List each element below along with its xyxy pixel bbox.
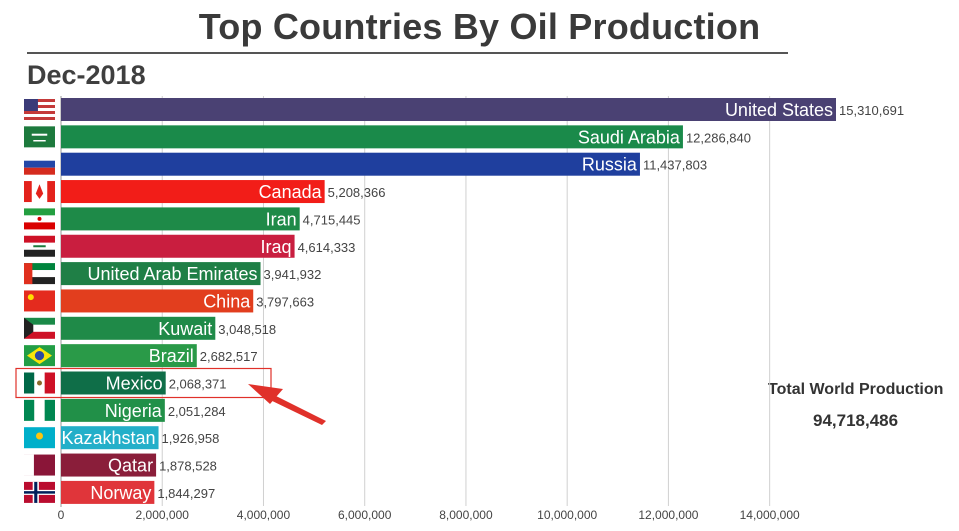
bar-qatar (61, 453, 157, 477)
flag-brazil-icon (24, 345, 55, 367)
bar-label: Qatar (108, 456, 153, 476)
x-tick-label: 12,000,000 (638, 508, 698, 522)
value-label: 5,208,366 (328, 185, 386, 200)
x-tick-label: 2,000,000 (136, 508, 190, 522)
x-tick-label: 4,000,000 (237, 508, 291, 522)
flag-saudi-arabia-icon (24, 126, 55, 148)
value-label: 2,682,517 (200, 349, 258, 364)
value-label: 4,715,445 (303, 212, 361, 227)
bar-china (61, 289, 254, 313)
value-label: 3,941,932 (264, 267, 322, 282)
bar-saudi-arabia (61, 125, 683, 149)
flag-norway-icon (24, 481, 55, 503)
x-tick-label: 0 (58, 508, 65, 522)
bar-mexico (61, 371, 166, 395)
flag-iran-icon (24, 208, 55, 230)
value-label: 15,310,691 (839, 103, 904, 118)
x-tick-label: 8,000,000 (439, 508, 493, 522)
flag-mexico-icon (24, 372, 55, 394)
flag-china-icon (24, 290, 55, 312)
value-label: 1,926,958 (162, 431, 220, 446)
bar-iran (61, 207, 300, 231)
total-world-production-value: 94,718,486 (813, 411, 899, 430)
flag-qatar-icon (24, 454, 55, 476)
bar-kuwait (61, 316, 216, 340)
flag-nigeria-icon (24, 399, 55, 421)
bar-label: Saudi Arabia (578, 127, 681, 147)
highlight-box (15, 367, 272, 399)
bar-label: China (203, 291, 251, 311)
value-label: 2,068,371 (169, 377, 227, 392)
bar-russia (61, 152, 640, 176)
bar-label: Kazakhstan (61, 428, 155, 448)
value-label: 1,844,297 (157, 486, 215, 501)
bar-united-arab-emirates (61, 262, 261, 286)
bar-united-states (61, 98, 836, 121)
bar-kazakhstan (61, 426, 159, 450)
bar-label: Kuwait (158, 319, 212, 339)
bar-brazil (61, 344, 197, 368)
value-label: 4,614,333 (298, 240, 356, 255)
value-label: 3,797,663 (256, 294, 314, 309)
bar-label: Russia (582, 155, 638, 175)
flag-kuwait-icon (24, 317, 55, 339)
title-underline (27, 52, 788, 54)
bar-label: Brazil (149, 346, 194, 366)
bar-label: Canada (259, 182, 323, 202)
bar-label: Nigeria (105, 401, 163, 421)
bar-label: Mexico (106, 374, 163, 394)
arrow-icon (248, 384, 326, 425)
bar-norway (61, 480, 155, 504)
bar-nigeria (61, 398, 165, 422)
bar-label: Iran (266, 209, 297, 229)
x-tick-label: 14,000,000 (740, 508, 800, 522)
value-label: 12,286,840 (686, 130, 751, 145)
bar-label: Iraq (261, 237, 292, 257)
bar-label: Norway (90, 483, 151, 503)
x-tick-label: 6,000,000 (338, 508, 392, 522)
bar-iraq (61, 234, 295, 258)
flag-russia-icon (24, 153, 55, 175)
total-world-production-label: Total World Production (768, 381, 944, 398)
value-label: 11,437,803 (643, 158, 707, 173)
flag-canada-icon (24, 181, 55, 203)
chart-title: Top Countries By Oil Production (198, 6, 761, 47)
value-label: 3,048,518 (218, 322, 276, 337)
bar-label: United States (725, 100, 833, 120)
flag-kazakhstan-icon (24, 427, 55, 449)
flag-uae-icon (24, 263, 55, 285)
date-label: Dec-2018 (27, 60, 146, 90)
bar-canada (61, 180, 325, 204)
flag-us-icon (24, 99, 55, 120)
value-label: 2,051,284 (168, 404, 226, 419)
value-label: 1,878,528 (159, 459, 217, 474)
bar-label: United Arab Emirates (87, 264, 257, 284)
x-tick-label: 10,000,000 (537, 508, 597, 522)
flag-iraq-icon (24, 235, 55, 257)
